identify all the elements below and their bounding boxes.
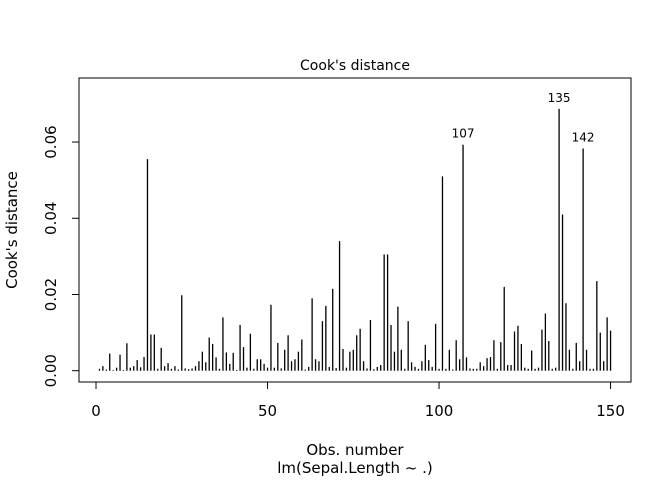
y-tick-label: 0.04 (42, 202, 60, 235)
y-axis-label: Cook's distance (3, 171, 21, 289)
x-tick-label: 100 (425, 402, 454, 420)
chart-title: Cook's distance (300, 58, 410, 74)
plot-box (78, 77, 632, 383)
x-tick-label: 150 (596, 402, 625, 420)
x-tick-label: 50 (258, 402, 277, 420)
y-tick-label: 0.06 (42, 125, 60, 158)
subtitle: lm(Sepal.Length ~ .) (277, 459, 433, 477)
y-tick-label: 0.02 (42, 278, 60, 311)
y-tick-label: 0.00 (42, 354, 60, 387)
point-label: 142 (572, 131, 595, 145)
point-label: 107 (452, 127, 475, 141)
x-axis-label: Obs. number (306, 441, 404, 459)
x-tick-label: 0 (91, 402, 101, 420)
point-label: 135 (548, 91, 571, 105)
